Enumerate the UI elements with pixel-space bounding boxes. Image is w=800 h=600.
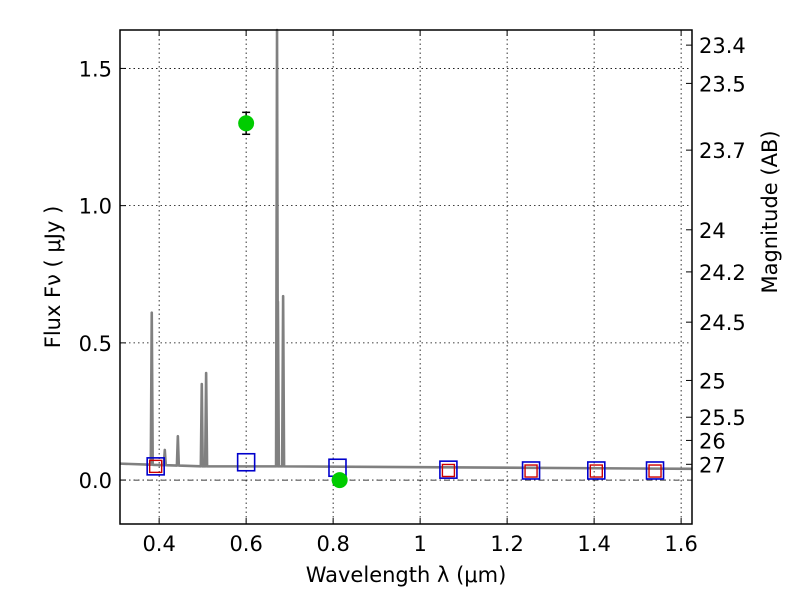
x-tick-label: 0.8 [316,532,349,556]
x-tick-label: 0.4 [142,532,175,556]
magnitude-tick-label: 27 [699,453,726,477]
model-photometry-marker [146,457,165,476]
model-photometry-marker [587,461,606,480]
spectrum-layer [119,28,693,471]
upper-limit-marker [648,464,662,478]
upper-limit-marker [441,463,456,478]
magnitude-tick-label: 24.5 [699,311,746,335]
upper-limit-marker [589,464,604,478]
y-tick-label: 0.5 [79,332,112,356]
observed-point [238,115,255,132]
model-photometry-marker [521,461,541,480]
plot-frame [119,29,693,525]
spectrum-line [119,28,693,471]
magnitude-tick-label: 25 [699,369,726,393]
photometry-layer [146,111,665,489]
magnitude-tick-label: 24 [699,219,726,243]
model-photometry-marker [439,460,458,479]
magnitude-tick-label: 24.2 [699,261,746,285]
x-tick-label: 0.6 [229,532,262,556]
observed-point [331,472,348,489]
model-photometry-marker [645,461,665,480]
magnitude-tick-label: 23.4 [699,34,746,58]
x-tick-label: 1.2 [490,532,523,556]
upper-limit-marker [148,459,163,474]
x-axis-label: Wavelength λ (μm) [306,563,507,587]
model-photometry-marker [236,452,256,472]
upper-limit-marker [524,464,538,478]
y-tick-label: 0.0 [79,469,112,493]
x-tick-label: 1.4 [577,532,610,556]
y-axis-label: Flux Fν ( μJy ) [41,206,65,349]
x-tick-label: 1 [413,532,426,556]
ticks: 0.4 0.6 0.8 1 1.2 1.4 1.6 0.0 0.5 1.0 1.5 23.4 23.5 2… [79,30,746,556]
y-tick-label: 1.0 [79,195,112,219]
magnitude-tick-label: 23.7 [699,139,746,163]
y-tick-label: 1.5 [79,57,112,81]
magnitude-tick-label: 23.5 [699,72,746,96]
magnitude-tick-label: 26 [699,429,726,453]
right-y-axis-label: Magnitude (AB) [758,130,782,293]
x-tick-label: 1.6 [664,532,697,556]
magnitude-tick-label: 25.5 [699,406,746,430]
